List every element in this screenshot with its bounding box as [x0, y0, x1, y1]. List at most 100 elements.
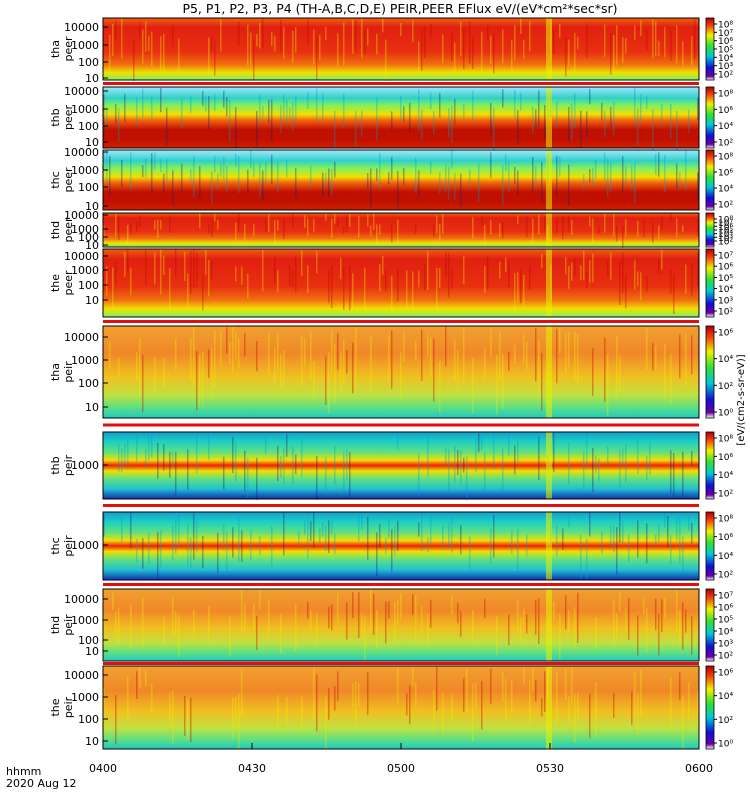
panel-label-probe: the — [49, 698, 62, 716]
event-feature — [546, 87, 552, 148]
colorbar-tick-label: 10⁶ — [718, 329, 733, 339]
heatmap-fill — [103, 213, 699, 247]
panel-label-probe: tha — [49, 40, 62, 58]
colorbar-tick-label: 10⁶ — [718, 263, 733, 273]
panel-thb-peer: 10000 1000 100 10 thb peer 10⁸ 10⁶ 10⁴ 10² — [49, 85, 733, 152]
heatmap-fill — [103, 512, 699, 580]
y-tick-label: 1000 — [71, 264, 99, 277]
y-tick-label: 100 — [78, 279, 99, 292]
panel-the-peir: 10000 1000 100 10 the peir 10⁶ 10⁴ 10² 10⁰ — [49, 665, 733, 754]
event-feature — [546, 249, 552, 317]
colorbar-tick-label: 10³ — [718, 640, 733, 650]
colorbar-tick-label: 10² — [718, 139, 733, 149]
heatmap-texture — [103, 666, 699, 754]
colorbar-tick-label: 10⁶ — [718, 453, 733, 463]
panel-frame — [102, 212, 700, 248]
panel-thb-peir: 1000 thb peir 10⁸ 10⁶ 10⁴ 10² — [49, 431, 733, 504]
colorbar-tick-label: 10⁸ — [718, 153, 733, 163]
panel-separator-line — [103, 583, 699, 586]
colorbar-tick-label: 10⁴ — [718, 692, 733, 702]
panel-separator-line — [103, 662, 699, 665]
y-tick-label: 10 — [85, 136, 99, 149]
y-tick-label: 100 — [78, 181, 99, 194]
colorbar-tick-label: 10⁷ — [718, 592, 733, 602]
colorbar-tick-label: 10⁸ — [718, 435, 733, 445]
y-tick-label: 10000 — [64, 669, 99, 682]
colorbar-tick-label: 10² — [718, 308, 733, 318]
y-tick-label: 1000 — [71, 539, 99, 552]
colorbar-tick-label: 10⁷ — [718, 219, 733, 229]
panel-thc-peir: 1000 thc peir 10⁸ 10⁶ 10⁴ 10² — [49, 511, 733, 581]
panel-frame — [102, 86, 700, 149]
y-tick-label: 10000 — [64, 209, 99, 222]
colorbar — [705, 665, 715, 750]
heatmap-fill — [103, 432, 699, 499]
heatmap-fill — [103, 249, 699, 317]
colorbar-tick-label: 10² — [718, 382, 733, 392]
y-tick-label: 100 — [78, 634, 99, 647]
panel-label-probe: thc — [49, 171, 62, 188]
time-axis: 0400 0430 0500 0530 0600 — [89, 743, 713, 775]
panel-tha-peer: 10000 1000 100 10 tha peer 10⁸10⁷10⁶10⁵10⁴10³1… — [49, 17, 733, 85]
colorbar-tick-label: 10⁵ — [718, 227, 733, 237]
panel-label-probe: tha — [49, 363, 62, 381]
colorbar-tick-label: 10² — [718, 571, 733, 581]
y-tick-label: 10000 — [64, 331, 99, 344]
panel-frame — [102, 511, 700, 581]
colorbar-tick-label: 10⁴ — [718, 54, 733, 64]
heatmap-fill — [103, 18, 699, 80]
colorbar-tick-label: 10² — [718, 238, 733, 248]
heatmap-texture — [103, 87, 699, 152]
panel-tha-peir: 10000 1000 100 10 tha peir 10⁶ 10⁴ 10² 10⁰ — [49, 325, 733, 419]
panel-label-probe: the — [49, 274, 62, 292]
colorbar — [705, 511, 715, 581]
colorbar-tick-label: 10⁷ — [718, 29, 733, 39]
panel-label-product: peer — [62, 270, 75, 296]
y-tick-label: 10 — [85, 401, 99, 414]
heatmap-texture — [118, 432, 693, 504]
colorbar-tick-label: 10⁸ — [718, 216, 733, 226]
heatmap-texture — [103, 213, 699, 249]
heatmap-fill — [103, 666, 699, 749]
panel-label-product: peir — [62, 361, 75, 383]
colorbar — [705, 248, 715, 318]
colorbar-tick-label: 10⁴ — [718, 122, 733, 132]
time-axis-label: hhmm — [6, 765, 41, 778]
colorbar-tick-label: 10⁰ — [718, 409, 733, 419]
y-tick-label: 100 — [78, 377, 99, 390]
colorbar-tick-label: 10⁶ — [718, 223, 733, 233]
panel-label-product: peer — [62, 36, 75, 62]
y-tick-label: 10 — [85, 72, 99, 85]
panel-label-product: peir — [62, 614, 75, 636]
colorbar — [705, 86, 715, 149]
y-tick-label: 10000 — [64, 593, 99, 606]
heatmap-texture — [103, 589, 693, 662]
colorbar-tick-label: 10⁶ — [718, 106, 733, 116]
panel-label-probe: thb — [49, 108, 62, 126]
time-axis-date: 2020 Aug 12 — [6, 777, 76, 790]
colorbar-tick-label: 10⁶ — [718, 533, 733, 543]
colorbar-tick-label: 10⁸ — [718, 90, 733, 100]
y-tick-label: 1000 — [71, 103, 99, 116]
figure-title: P5, P1, P2, P3, P4 (TH-A,B,C,D,E) PEIR,P… — [182, 1, 617, 16]
y-tick-label: 1000 — [71, 691, 99, 704]
colorbar-tick-label: 10² — [718, 716, 733, 726]
panel-frame — [102, 248, 700, 318]
colorbar-label: [eV/(cm2-s-sr-eV)] — [736, 354, 747, 445]
y-tick-label: 1000 — [71, 459, 99, 472]
heatmap-fill — [103, 589, 699, 661]
colorbar-tick-label: 10² — [718, 71, 733, 81]
y-tick-label: 1000 — [71, 354, 99, 367]
colorbar-tick-label: 10⁷ — [718, 252, 733, 262]
x-tick-label: 0500 — [387, 762, 415, 775]
event-feature — [546, 589, 552, 661]
colorbar-tick-label: 10⁵ — [718, 46, 733, 56]
panel-frame — [102, 149, 700, 211]
event-feature — [546, 150, 552, 210]
colorbar-tick-label: 10³ — [718, 62, 733, 72]
event-feature — [546, 326, 552, 418]
colorbar-tick-label: 10⁶ — [718, 169, 733, 179]
colorbar — [705, 325, 715, 419]
